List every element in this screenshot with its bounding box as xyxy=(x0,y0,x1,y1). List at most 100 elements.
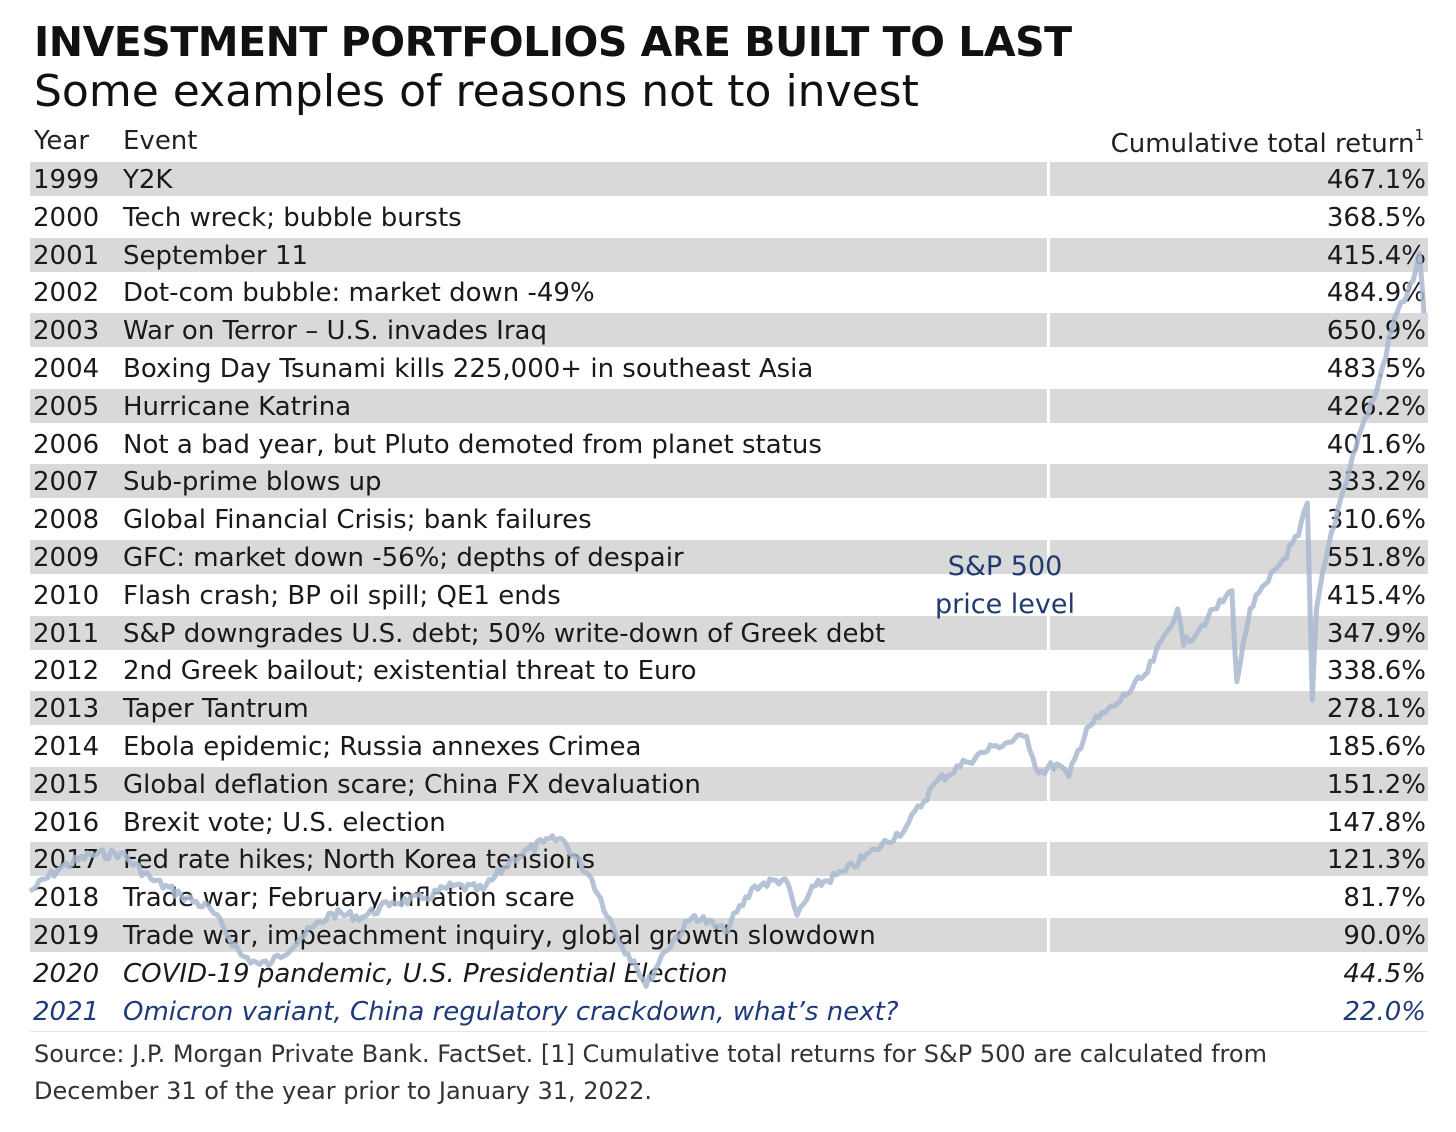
table-row: 2016 Brexit vote; U.S. election 147.8% xyxy=(30,803,1428,841)
year-cell: 2009 xyxy=(33,543,100,573)
return-cell: 551.8% xyxy=(1326,543,1426,573)
event-cell: War on Terror – U.S. invades Iraq xyxy=(123,316,547,347)
table-row: 2001 September 11 415.4% xyxy=(30,236,1428,274)
row-band xyxy=(30,766,1047,801)
year-cell: 2012 xyxy=(33,656,100,687)
table-row: 2000 Tech wreck; bubble bursts 368.5% xyxy=(30,198,1428,236)
return-cell: 338.6% xyxy=(1326,656,1426,687)
event-cell: Boxing Day Tsunami kills 225,000+ in sou… xyxy=(123,354,814,384)
return-cell: 347.9% xyxy=(1326,618,1426,649)
row-band xyxy=(30,691,1047,726)
row-band xyxy=(30,918,1047,952)
year-cell: 2021 xyxy=(33,996,100,1027)
year-cell: 2007 xyxy=(33,467,100,498)
row-band xyxy=(30,313,1047,348)
column-header-year: Year xyxy=(34,126,90,156)
row-band xyxy=(30,237,1047,272)
row-band xyxy=(30,388,1047,423)
table-row: 2011 S&P downgrades U.S. debt; 50% write-… xyxy=(30,614,1428,652)
year-cell: 2010 xyxy=(33,580,100,611)
year-cell: 2018 xyxy=(33,883,100,914)
row-band xyxy=(1050,313,1428,348)
event-cell: Flash crash; BP oil spill; QE1 ends xyxy=(123,580,561,611)
table-row: 2021 Omicron variant, China regulatory cr… xyxy=(30,992,1428,1030)
table-row: 2004 Boxing Day Tsunami kills 225,000+ in… xyxy=(30,349,1428,387)
row-band xyxy=(1050,842,1428,877)
year-cell: 2004 xyxy=(33,354,100,384)
event-cell: Global Financial Crisis; bank failures xyxy=(123,505,592,536)
return-cell: 147.8% xyxy=(1326,807,1426,838)
row-band xyxy=(1050,162,1428,196)
table-row: 1999 Y2K 467.1% xyxy=(30,160,1428,198)
return-cell: 415.4% xyxy=(1326,240,1426,271)
table-row: 2017 Fed rate hikes; North Korea tensions… xyxy=(30,840,1428,878)
row-band xyxy=(1050,918,1428,952)
return-cell: 151.2% xyxy=(1326,769,1426,800)
event-cell: Tech wreck; bubble bursts xyxy=(123,202,462,233)
event-cell: GFC: market down -56%; depths of despair xyxy=(123,543,684,573)
year-cell: 2006 xyxy=(33,429,100,460)
table-row: 2002 Dot-com bubble: market down -49% 484.… xyxy=(30,273,1428,311)
event-cell: 2nd Greek bailout; existential threat to… xyxy=(123,656,697,687)
source-note: Source: J.P. Morgan Private Bank. FactSe… xyxy=(34,1040,1267,1105)
year-cell: 2011 xyxy=(33,618,100,649)
table-row: 2015 Global deflation scare; China FX dev… xyxy=(30,765,1428,803)
year-cell: 2002 xyxy=(33,278,100,309)
table-row: 2019 Trade war, impeachment inquiry, glob… xyxy=(30,916,1428,954)
row-band xyxy=(30,162,1047,196)
return-cell: 415.4% xyxy=(1326,580,1426,611)
return-cell: 185.6% xyxy=(1326,732,1426,762)
event-cell: Y2K xyxy=(123,165,173,195)
column-header-return: Cumulative total return1 xyxy=(1111,126,1424,159)
event-cell: Global deflation scare; China FX devalua… xyxy=(123,769,701,800)
event-cell: Omicron variant, China regulatory crackd… xyxy=(123,996,899,1027)
row-band xyxy=(1050,540,1428,574)
event-cell: Sub-prime blows up xyxy=(123,467,382,498)
table-row: 2009 GFC: market down -56%; depths of des… xyxy=(30,538,1428,576)
series-label: S&P 500 price level xyxy=(935,551,1075,620)
table-row: 2005 Hurricane Katrina 426.2% xyxy=(30,387,1428,425)
return-cell: 401.6% xyxy=(1326,429,1426,460)
event-cell: September 11 xyxy=(123,240,309,271)
table-row: 2006 Not a bad year, but Pluto demoted fr… xyxy=(30,425,1428,463)
sp500-price-line xyxy=(28,250,1427,989)
table-row: 2010 Flash crash; BP oil spill; QE1 ends 4… xyxy=(30,576,1428,614)
year-cell: 2019 xyxy=(33,921,100,951)
chart-title: INVESTMENT PORTFOLIOS ARE BUILT TO LAST xyxy=(34,18,1072,66)
footnote-marker: 1 xyxy=(1414,126,1424,144)
year-cell: 2008 xyxy=(33,505,100,536)
row-band xyxy=(1050,464,1428,499)
row-band xyxy=(30,464,1047,499)
year-cell: 2014 xyxy=(33,732,100,762)
event-cell: Not a bad year, but Pluto demoted from p… xyxy=(123,429,822,460)
return-cell: 368.5% xyxy=(1326,202,1426,233)
chart-subtitle: Some examples of reasons not to invest xyxy=(34,66,919,117)
row-band xyxy=(1050,237,1428,272)
event-cell: Brexit vote; U.S. election xyxy=(123,807,446,838)
event-cell: Hurricane Katrina xyxy=(123,391,352,422)
row-band xyxy=(30,540,1047,574)
event-cell: S&P downgrades U.S. debt; 50% write-down… xyxy=(123,618,886,649)
divider xyxy=(30,1031,1428,1032)
year-cell: 2003 xyxy=(33,316,100,347)
return-cell: 81.7% xyxy=(1343,883,1426,914)
event-cell: Dot-com bubble: market down -49% xyxy=(123,278,595,309)
table-row: 2003 War on Terror – U.S. invades Iraq 650… xyxy=(30,311,1428,349)
event-cell: Trade war, impeachment inquiry, global g… xyxy=(123,921,876,951)
year-cell: 2016 xyxy=(33,807,100,838)
event-cell: COVID-19 pandemic, U.S. Presidential Ele… xyxy=(123,958,728,989)
column-header-return-label: Cumulative total return xyxy=(1110,129,1415,159)
return-cell: 22.0% xyxy=(1343,996,1426,1027)
return-cell: 467.1% xyxy=(1326,165,1426,195)
return-cell: 44.5% xyxy=(1343,958,1426,989)
row-band xyxy=(30,615,1047,650)
year-cell: 2005 xyxy=(33,391,100,422)
year-cell: 2015 xyxy=(33,769,100,800)
year-cell: 1999 xyxy=(33,165,100,195)
return-cell: 650.9% xyxy=(1326,316,1426,347)
table-row: 2018 Trade war; February inflation scare 8… xyxy=(30,878,1428,916)
event-cell: Ebola epidemic; Russia annexes Crimea xyxy=(123,732,642,762)
row-band xyxy=(1050,615,1428,650)
row-band xyxy=(1050,766,1428,801)
